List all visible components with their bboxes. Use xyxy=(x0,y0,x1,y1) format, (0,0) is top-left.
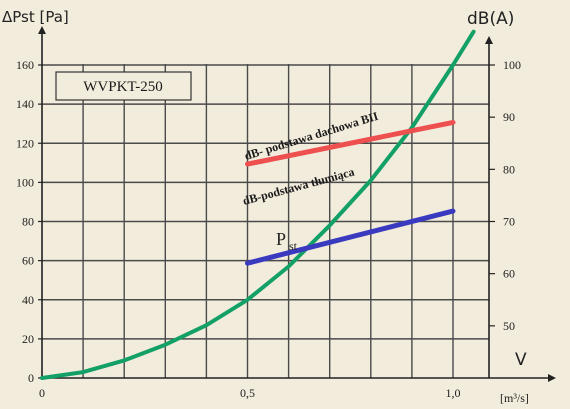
y-right-tick-label: 70 xyxy=(503,215,515,229)
y-right-tick-label: 100 xyxy=(503,58,521,72)
series xyxy=(40,29,476,380)
series-label-tlumiaca: dB-podstawa tłumiąca xyxy=(241,165,356,208)
y-left-tick-label: 140 xyxy=(16,97,34,111)
y-left-tick-label: 60 xyxy=(22,254,34,268)
series-label-dachowa: dB- podstawa dachowa BII xyxy=(243,109,380,163)
x-axis-title: V xyxy=(515,350,527,370)
y-left-tick-label: 100 xyxy=(16,175,34,189)
y-left-axis-title: ΔPst [Pa] xyxy=(2,8,69,26)
series-line xyxy=(245,208,456,266)
series-line xyxy=(40,29,476,380)
tick-labels: 0 20 40 60 80 100 120 140 160 50 60 70 80 90 100 0 0,5 1,… xyxy=(16,58,521,400)
model-name: WVPKT-250 xyxy=(83,79,162,95)
series-label-pst: P xyxy=(276,229,286,249)
x-tick-label: 0,5 xyxy=(240,386,255,400)
y-right-tick-label: 60 xyxy=(503,267,515,281)
y-left-tick-label: 0 xyxy=(28,371,34,385)
x-axis-unit: [m³/s] xyxy=(500,391,529,405)
series-label-pst-subscript: st xyxy=(289,239,298,253)
y-right-tick-label: 50 xyxy=(503,319,515,333)
y-right-tick-label: 90 xyxy=(503,110,515,124)
y-left-tick-label: 160 xyxy=(16,58,34,72)
y-right-axis-title: dB(A) xyxy=(467,9,514,29)
y-left-tick-label: 120 xyxy=(16,136,34,150)
y-left-tick-label: 80 xyxy=(22,215,34,229)
axes xyxy=(38,26,556,382)
grid xyxy=(42,64,489,378)
x-tick-label: 1,0 xyxy=(446,386,461,400)
x-tick-label: 0 xyxy=(39,386,45,400)
y-left-tick-label: 20 xyxy=(22,332,34,346)
series-line xyxy=(245,119,456,167)
y-right-tick-label: 80 xyxy=(503,162,515,176)
model-box xyxy=(55,71,192,101)
y-left-tick-label: 40 xyxy=(22,293,34,307)
